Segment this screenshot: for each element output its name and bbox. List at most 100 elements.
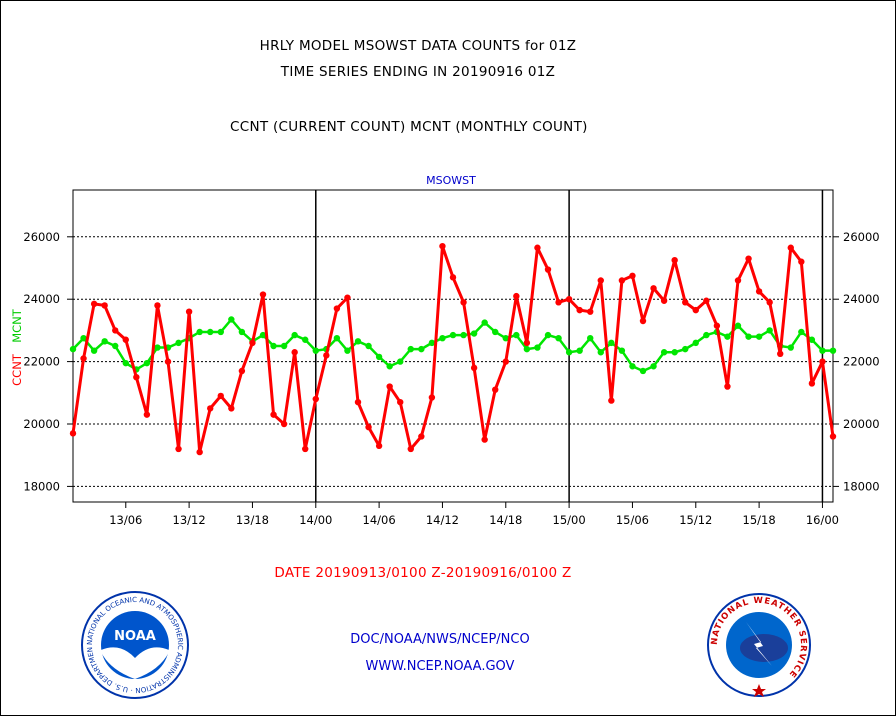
- data-point-ccnt: [449, 274, 457, 281]
- data-point-ccnt: [302, 445, 309, 453]
- data-point-mcnt: [90, 347, 98, 354]
- data-point-ccnt: [112, 327, 119, 334]
- data-point-mcnt: [217, 328, 224, 336]
- credit-line-2: WWW.NCEP.NOAA.GOV: [365, 659, 515, 674]
- data-point-mcnt: [639, 367, 647, 375]
- data-point-mcnt: [428, 339, 436, 347]
- data-point-ccnt: [270, 411, 277, 418]
- data-point-mcnt: [618, 347, 626, 354]
- data-point-ccnt: [502, 358, 509, 365]
- noaa-logo: NATIONAL OCEANIC AND ATMOSPHERIC ADMINIS…: [80, 590, 189, 699]
- plot-label: MSOWST: [426, 174, 476, 187]
- data-point-ccnt: [238, 367, 246, 375]
- data-point-ccnt: [798, 258, 805, 265]
- x-tick-label: 15/18: [743, 513, 776, 527]
- data-point-ccnt: [692, 306, 699, 314]
- x-tick-label: 14/12: [426, 513, 459, 527]
- y-tick-label-left: 20000: [23, 417, 60, 431]
- data-point-mcnt: [481, 319, 488, 326]
- data-point-mcnt: [143, 359, 151, 367]
- data-point-mcnt: [534, 344, 541, 351]
- data-point-ccnt: [460, 299, 467, 306]
- data-point-mcnt: [682, 345, 689, 353]
- data-point-mcnt: [207, 328, 214, 336]
- data-point-mcnt: [69, 345, 77, 353]
- y-tick-label-left: 24000: [23, 292, 60, 306]
- data-point-mcnt: [439, 335, 446, 342]
- data-point-ccnt: [143, 411, 151, 418]
- data-point-ccnt: [154, 302, 161, 309]
- data-point-ccnt: [407, 445, 414, 453]
- data-point-ccnt: [217, 392, 224, 400]
- data-point-ccnt: [777, 350, 784, 357]
- data-point-mcnt: [629, 363, 636, 370]
- x-tick-label: 15/06: [616, 513, 649, 527]
- data-point-mcnt: [829, 347, 837, 354]
- data-point-ccnt: [439, 242, 446, 250]
- data-point-mcnt: [597, 349, 604, 356]
- data-point-ccnt: [650, 285, 657, 292]
- data-point-ccnt: [249, 339, 256, 347]
- data-point-mcnt: [228, 316, 235, 323]
- data-point-ccnt: [259, 291, 267, 298]
- data-point-mcnt: [787, 344, 794, 351]
- data-point-mcnt: [671, 349, 678, 356]
- data-point-ccnt: [492, 386, 499, 393]
- data-point-mcnt: [502, 335, 509, 342]
- x-tick-label: 14/00: [299, 513, 332, 527]
- data-point-ccnt: [365, 423, 372, 431]
- data-point-ccnt: [133, 374, 140, 381]
- data-point-ccnt: [618, 277, 626, 284]
- data-point-ccnt: [228, 405, 235, 412]
- data-point-ccnt: [745, 255, 752, 262]
- data-point-ccnt: [639, 317, 647, 325]
- data-point-ccnt: [386, 383, 393, 390]
- data-point-ccnt: [587, 308, 594, 315]
- data-point-mcnt: [660, 349, 668, 356]
- data-point-ccnt: [428, 394, 436, 401]
- data-point-mcnt: [196, 328, 203, 336]
- noaa-logo-text: NOAA: [114, 629, 156, 644]
- data-point-mcnt: [375, 353, 383, 361]
- data-point-mcnt: [407, 345, 414, 353]
- data-point-ccnt: [122, 336, 129, 343]
- data-point-mcnt: [703, 331, 710, 339]
- data-point-mcnt: [122, 359, 129, 367]
- data-point-ccnt: [280, 420, 288, 428]
- data-point-ccnt: [69, 430, 77, 437]
- data-point-ccnt: [660, 297, 668, 304]
- data-point-mcnt: [333, 335, 341, 342]
- x-tick-label: 13/18: [236, 513, 269, 527]
- y-tick-label-right: 22000: [843, 355, 880, 369]
- data-point-mcnt: [523, 345, 531, 353]
- data-point-mcnt: [460, 331, 467, 339]
- x-tick-label: 13/06: [109, 513, 142, 527]
- data-point-ccnt: [565, 296, 573, 303]
- data-point-mcnt: [291, 331, 298, 339]
- data-point-mcnt: [154, 344, 161, 351]
- data-point-mcnt: [259, 331, 267, 339]
- data-point-mcnt: [798, 328, 805, 336]
- data-point-mcnt: [492, 328, 499, 336]
- data-point-ccnt: [196, 448, 203, 456]
- y-tick-label-left: 26000: [23, 230, 60, 244]
- data-point-mcnt: [608, 339, 615, 347]
- data-point-mcnt: [354, 338, 362, 345]
- data-point-mcnt: [175, 339, 182, 347]
- data-point-ccnt: [819, 358, 826, 365]
- data-point-ccnt: [787, 244, 794, 251]
- date-range-label: DATE 20190913/0100 Z-20190916/0100 Z: [274, 565, 572, 581]
- x-tick-label: 15/12: [679, 513, 712, 527]
- data-point-mcnt: [766, 327, 773, 334]
- data-point-mcnt: [544, 331, 552, 339]
- data-point-mcnt: [312, 347, 319, 354]
- x-tick-label: 13/12: [173, 513, 206, 527]
- x-tick-label: 16/00: [806, 513, 839, 527]
- data-point-mcnt: [386, 363, 393, 370]
- data-point-mcnt: [80, 335, 87, 342]
- ylabel-ccnt: CCNT: [10, 353, 24, 386]
- chart-title-line2: TIME SERIES ENDING IN 20190916 01Z: [280, 64, 556, 80]
- x-tick-label: 14/18: [489, 513, 522, 527]
- data-point-mcnt: [449, 331, 457, 339]
